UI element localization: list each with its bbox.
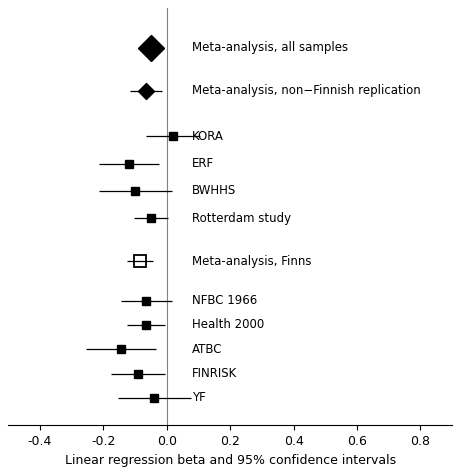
Text: ERF: ERF xyxy=(192,157,214,170)
Text: YF: YF xyxy=(192,391,206,405)
Text: ATBC: ATBC xyxy=(192,343,223,356)
Text: KORA: KORA xyxy=(192,130,224,142)
Text: FINRISK: FINRISK xyxy=(192,367,237,380)
X-axis label: Linear regression beta and 95% confidence intervals: Linear regression beta and 95% confidenc… xyxy=(64,454,396,466)
Text: NFBC 1966: NFBC 1966 xyxy=(192,294,257,307)
Text: BWHHS: BWHHS xyxy=(192,184,237,198)
Text: Meta-analysis, Finns: Meta-analysis, Finns xyxy=(192,255,312,267)
Text: Health 2000: Health 2000 xyxy=(192,318,264,332)
Text: Meta-analysis, non−Finnish replication: Meta-analysis, non−Finnish replication xyxy=(192,84,421,97)
Text: Meta-analysis, all samples: Meta-analysis, all samples xyxy=(192,41,348,55)
Text: Rotterdam study: Rotterdam study xyxy=(192,212,292,225)
